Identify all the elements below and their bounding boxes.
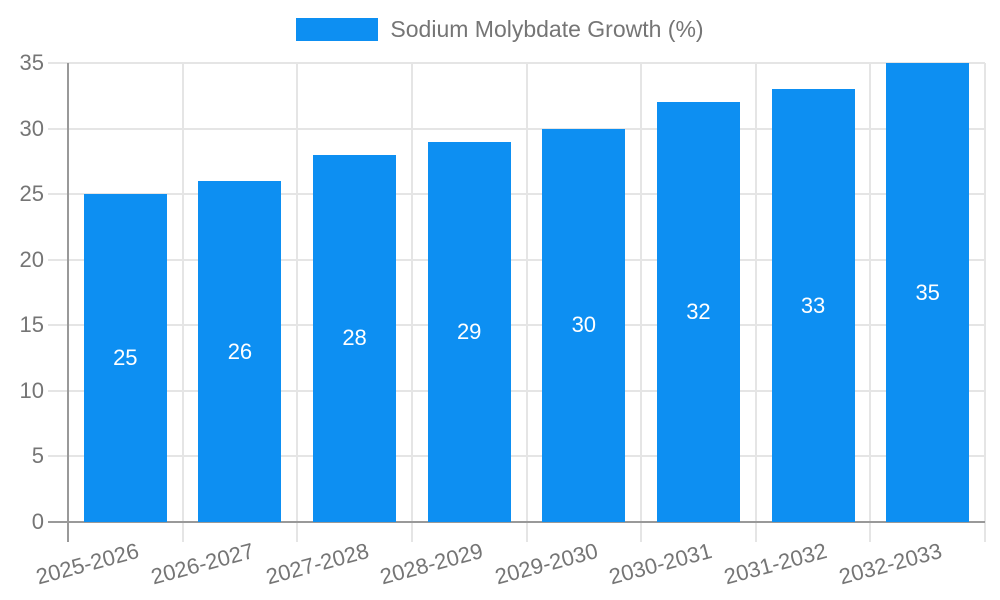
bar-value-label: 29 [456, 318, 482, 344]
bar-value-label: 32 [686, 299, 711, 325]
vertical-gridline [525, 63, 528, 542]
legend-label: Sodium Molybdate Growth (%) [390, 16, 704, 42]
legend[interactable]: Sodium Molybdate Growth (%) [0, 16, 1000, 43]
bar-value-label: 33 [800, 292, 826, 318]
horizontal-gridline [48, 389, 985, 392]
y-axis-tick-label: 35 [19, 50, 44, 75]
bar[interactable]: 26 [198, 181, 282, 522]
bar[interactable]: 25 [83, 194, 167, 522]
bar-value-label: 35 [915, 279, 940, 305]
vertical-gridline [296, 63, 299, 542]
y-axis-line [67, 63, 69, 542]
bar-value-label: 26 [227, 338, 253, 364]
vertical-gridline [984, 63, 986, 542]
bar-value-label: 25 [113, 345, 138, 371]
bar-value-label: 28 [342, 325, 367, 351]
y-axis-tick-label: 30 [19, 115, 44, 141]
vertical-gridline [869, 63, 872, 542]
legend-swatch[interactable] [296, 18, 379, 41]
bar[interactable]: 28 [313, 154, 397, 522]
bar-value-label: 30 [571, 312, 597, 338]
bar[interactable]: 30 [542, 128, 626, 522]
bar[interactable]: 33 [771, 89, 855, 522]
horizontal-gridline [48, 62, 985, 64]
bar[interactable]: 35 [886, 63, 970, 522]
vertical-gridline [754, 63, 757, 542]
x-axis-line [48, 521, 985, 523]
y-axis-tick-label: 25 [19, 181, 44, 207]
horizontal-gridline [48, 324, 985, 327]
vertical-gridline [181, 63, 184, 542]
bar[interactable]: 32 [656, 102, 740, 522]
y-axis-tick-label: 0 [31, 509, 44, 534]
vertical-gridline [410, 63, 413, 542]
vertical-gridline [640, 63, 643, 542]
y-axis-tick-label: 20 [19, 246, 44, 272]
bar[interactable]: 29 [427, 141, 511, 522]
y-axis-tick-label: 10 [19, 377, 44, 403]
horizontal-gridline [48, 193, 985, 196]
y-axis-tick-label: 15 [19, 312, 44, 338]
horizontal-gridline [48, 127, 985, 130]
horizontal-gridline [48, 455, 985, 458]
horizontal-gridline [48, 258, 985, 261]
y-axis-tick-label: 5 [31, 443, 44, 469]
